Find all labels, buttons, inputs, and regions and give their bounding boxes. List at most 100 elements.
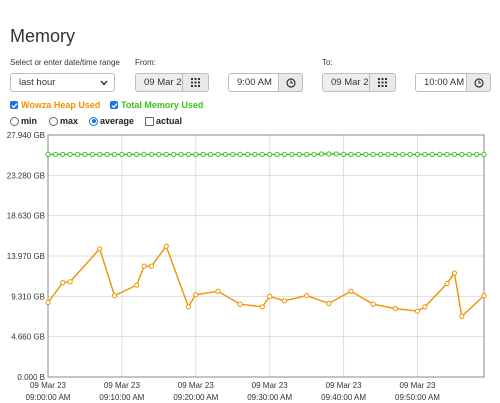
total-memory-used-point (267, 151, 273, 158)
wowza-heap-used-point (163, 243, 169, 249)
to-clock-button[interactable] (466, 73, 491, 92)
clock-icon (473, 77, 484, 88)
wowza-heap-used-point (259, 304, 265, 310)
checkbox-checked-icon (10, 101, 18, 109)
wowza-heap-used-point (392, 305, 398, 312)
total-memory-used-point (363, 151, 369, 158)
wowza-heap-used-point (111, 292, 118, 299)
total-memory-used-point (414, 151, 421, 158)
x-tick-label: 09 Mar 23 09:00:00 AM (26, 381, 71, 402)
y-tick-label: 18.630 GB (7, 212, 45, 221)
to-date-input[interactable]: 09 Mar 2 (322, 73, 370, 92)
y-tick-label: 4.660 GB (11, 333, 45, 342)
radio-unselected-icon (10, 116, 19, 126)
total-memory-used-point (156, 151, 162, 158)
calendar-grid-icon (378, 78, 387, 87)
total-memory-used-point (141, 151, 147, 158)
range-label: Select or enter date/time range (10, 58, 120, 67)
total-memory-used-point (171, 151, 177, 158)
x-tick-label: 09 Mar 23 09:10:00 AM (99, 381, 144, 402)
from-date-input[interactable]: 09 Mar 2 (135, 73, 183, 92)
from-date-value: 09 Mar 2 (144, 77, 182, 88)
to-time-value: 10:00 AM (424, 77, 465, 88)
to-date-value: 09 Mar 2 (331, 77, 369, 88)
wowza-heap-used-point (141, 263, 147, 269)
to-label: To: (322, 58, 333, 67)
total-memory-used-point (385, 151, 391, 158)
total-memory-used-point (126, 151, 132, 158)
total-memory-used-point (97, 151, 103, 158)
from-clock-button[interactable] (278, 73, 303, 92)
wowza-heap-used-point (348, 288, 354, 294)
from-time-input[interactable]: 9:00 AM (228, 73, 279, 92)
radio-average[interactable]: average (89, 116, 134, 126)
range-select[interactable]: last hour (10, 73, 115, 92)
toggle-wowza-heap-used[interactable]: Wowza Heap Used (10, 100, 100, 110)
total-memory-used-point (193, 151, 199, 158)
wowza-heap-used-point (185, 304, 192, 310)
total-memory-used-point (422, 151, 428, 158)
radio-min[interactable]: min (10, 116, 37, 126)
total-memory-used-point (326, 151, 332, 157)
radio-max-label: max (60, 116, 79, 126)
y-tick-label: 13.970 GB (7, 252, 45, 261)
plot-frame (47, 134, 485, 378)
total-memory-used-point (45, 151, 51, 158)
checkbox-unchecked-icon (145, 116, 154, 126)
radio-unselected-icon (49, 116, 58, 126)
total-memory-used-point (148, 151, 155, 158)
wowza-heap-used-point (193, 292, 199, 298)
total-memory-used-point (274, 151, 280, 158)
wowza-heap-used-point (370, 301, 376, 307)
total-memory-used-point (252, 151, 258, 158)
to-time-input[interactable]: 10:00 AM (415, 73, 467, 92)
total-memory-used-point (52, 151, 58, 158)
total-memory-used-point (207, 151, 214, 158)
chevron-down-icon (100, 80, 108, 86)
total-memory-used-point (259, 151, 265, 158)
wowza-heap-used-point (459, 313, 465, 319)
total-memory-used-point (348, 151, 354, 158)
radio-average-label: average (100, 116, 135, 126)
clock-icon (285, 77, 296, 88)
y-tick-label: 23.280 GB (7, 171, 45, 180)
wowza-heap-used-point (414, 308, 421, 314)
wowza-heap-used-point (237, 301, 243, 307)
wowza-heap-used-line (47, 244, 485, 318)
total-memory-used-point (318, 151, 325, 157)
y-tick-label: 9.310 GB (11, 292, 45, 301)
wowza-heap-used-point (60, 279, 66, 286)
x-tick-label: 09 Mar 23 09:20:00 AM (173, 381, 218, 402)
total-memory-used-point (200, 151, 206, 158)
from-calendar-button[interactable] (182, 73, 209, 92)
total-memory-used-point (444, 151, 450, 158)
toggle-total-memory-used[interactable]: Total Memory Used (110, 100, 203, 110)
y-tick-label: 0.000 B (17, 373, 45, 382)
total-memory-used-point (311, 151, 317, 158)
total-memory-used-point (437, 151, 443, 158)
total-memory-used-point (215, 151, 221, 158)
from-label: From: (135, 58, 156, 67)
checkbox-actual[interactable]: actual (145, 116, 182, 126)
total-memory-used-point (163, 151, 169, 158)
wowza-heap-used-point (45, 299, 51, 306)
total-memory-used-point (400, 151, 406, 158)
checkbox-actual-label: actual (156, 116, 183, 126)
radio-max[interactable]: max (49, 116, 78, 126)
wowza-heap-used-point (215, 288, 221, 294)
total-memory-used-point (89, 151, 95, 158)
wowza-heap-used-point (451, 270, 458, 276)
total-memory-used-point (185, 151, 192, 158)
total-memory-used-point (82, 151, 88, 158)
toggle-wowza-heap-used-label: Wowza Heap Used (21, 100, 101, 110)
to-calendar-button[interactable] (369, 73, 396, 92)
total-memory-used-point (222, 151, 228, 158)
total-memory-used-point (134, 151, 140, 158)
wowza-heap-used-point (267, 293, 273, 300)
page-title: Memory (10, 26, 76, 46)
total-memory-used-point (340, 151, 347, 158)
total-memory-used-point (355, 151, 361, 158)
total-memory-used-point (67, 151, 73, 158)
total-memory-used-point (237, 151, 243, 158)
total-memory-used-point (333, 151, 339, 157)
